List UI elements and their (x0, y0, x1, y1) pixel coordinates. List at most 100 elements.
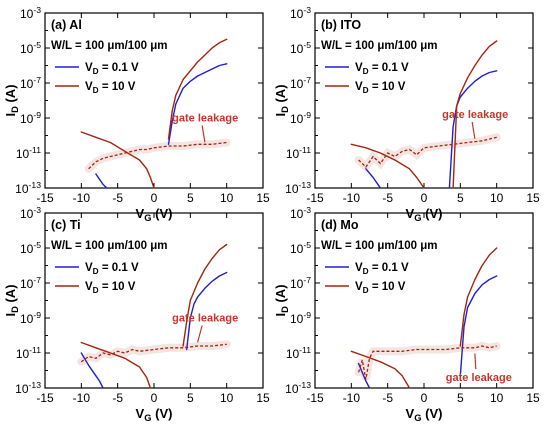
series-vd_high-2 (350, 350, 411, 389)
x-tick-label: -10 (343, 191, 361, 205)
y-tick-label: 10-7 (290, 275, 311, 291)
y-tick-label: 10-11 (286, 145, 311, 161)
series-vd_high-3 (452, 40, 498, 189)
panel-al: -15 -10 -5 0 5 10 15 10-13 10-11 10-9 10-7 10-5 10-3… (3, 5, 270, 223)
y-tick-label: 10-13 (285, 180, 311, 196)
series-gate-leakage (357, 345, 497, 380)
x-tick-label: 10 (220, 191, 234, 205)
annotation-arrow (474, 353, 477, 370)
series-vd_high-3 (459, 247, 498, 347)
x-tick-label: -5 (112, 191, 123, 205)
x-tick-label: 10 (490, 391, 504, 405)
y-tick-label: 10-3 (290, 5, 311, 21)
y-tick-label: 10-7 (20, 275, 41, 291)
y-tick-label: 10-11 (16, 145, 41, 161)
y-axis-label: ID (A) (273, 284, 290, 316)
annotation-arrow (471, 121, 476, 139)
x-tick-label: 5 (187, 191, 194, 205)
y-tick-label: 10-3 (20, 205, 41, 221)
y-tick-label: 10-9 (20, 110, 41, 126)
wl-label: W/L = 100 μm/100 μm (51, 240, 167, 252)
series-vd_low-1 (459, 275, 498, 377)
panel-title: (c) Ti (51, 218, 81, 232)
legend-label-vd_high: VD = 10 V (85, 281, 136, 295)
series-vd_high-2 (80, 131, 155, 189)
x-tick-label: 10 (220, 391, 234, 405)
legend-label-vd_low: VD = 0.1 V (355, 62, 409, 76)
series-gate-leakage (80, 343, 227, 363)
x-tick-label: 5 (457, 391, 464, 405)
series-vd_high-2 (80, 341, 152, 389)
y-tick-label: 10-9 (20, 310, 41, 326)
x-tick-label: 15 (526, 391, 540, 405)
annotation-gate-leakage: gate leakage (446, 372, 512, 384)
wl-label: W/L = 100 μm/100 μm (321, 40, 437, 52)
x-axis-label: VG (V) (136, 406, 173, 423)
x-tick-label: -15 (36, 191, 54, 205)
legend-label-vd_low: VD = 0.1 V (85, 62, 139, 76)
annotation-gate-leakage: gate leakage (172, 113, 238, 125)
y-tick-label: 10-5 (290, 240, 311, 256)
x-tick-label: 5 (457, 191, 464, 205)
y-tick-label: 10-5 (290, 40, 311, 56)
x-axis-label: VG (V) (406, 406, 443, 423)
series-vd_low-1 (167, 63, 228, 145)
x-tick-label: 15 (526, 191, 540, 205)
y-tick-label: 10-5 (20, 40, 41, 56)
x-tick-label: -15 (306, 191, 324, 205)
panel-ti: -15 -10 -5 0 5 10 15 10-13 10-11 10-9 10-7 10-5 10-3… (3, 205, 270, 423)
x-tick-label: 0 (421, 391, 428, 405)
y-tick-label: 10-7 (20, 75, 41, 91)
x-tick-label: -10 (343, 391, 361, 405)
x-tick-label: -5 (112, 391, 123, 405)
y-axis-label: ID (A) (273, 84, 290, 116)
x-tick-label: -10 (73, 391, 91, 405)
series-gate-leakage (88, 141, 227, 170)
y-tick-label: 10-13 (15, 180, 41, 196)
annotation-gate-leakage: gate leakage (442, 109, 508, 121)
legend-label-vd_high: VD = 10 V (355, 81, 406, 95)
annotation-gate-leakage: gate leakage (172, 313, 238, 325)
y-axis-label: ID (A) (3, 284, 20, 316)
series-vd_low-1 (448, 70, 498, 189)
series-vd_high-2 (350, 143, 425, 189)
wl-label: W/L = 100 μm/100 μm (321, 240, 437, 252)
x-tick-label: -15 (36, 391, 54, 405)
y-tick-label: 10-11 (16, 345, 41, 361)
x-tick-label: 15 (256, 191, 270, 205)
y-tick-label: 10-13 (285, 380, 311, 396)
y-tick-label: 10-7 (290, 75, 311, 91)
series-vd_high-3 (182, 243, 228, 347)
panel-ito: -15 -10 -5 0 5 10 15 10-13 10-11 10-9 10-7 10-5 10-3… (273, 5, 540, 223)
y-tick-label: 10-3 (20, 5, 41, 21)
wl-label: W/L = 100 μm/100 μm (51, 40, 167, 52)
leakage-halo (84, 138, 231, 173)
y-tick-label: 10-3 (290, 205, 311, 221)
y-tick-label: 10-5 (20, 240, 41, 256)
panel-title: (b) ITO (321, 18, 361, 32)
series-vd_high-3 (167, 38, 228, 140)
y-tick-label: 10-11 (286, 345, 311, 361)
x-tick-label: 5 (187, 391, 194, 405)
x-tick-label: -10 (73, 191, 91, 205)
x-tick-label: -5 (382, 391, 393, 405)
x-tick-label: 15 (256, 391, 270, 405)
y-tick-label: 10-9 (290, 110, 311, 126)
annotation-arrow (201, 125, 206, 143)
legend-label-vd_high: VD = 10 V (85, 81, 136, 95)
x-tick-label: 0 (421, 191, 428, 205)
x-tick-label: 0 (151, 391, 158, 405)
series-vd_low-1 (186, 271, 228, 351)
y-axis-label: ID (A) (3, 84, 20, 116)
series-vd_low-0 (357, 362, 371, 389)
x-tick-label: 10 (490, 191, 504, 205)
x-tick-label: 0 (151, 191, 158, 205)
series-gate-leakage (358, 136, 497, 168)
x-tick-label: -15 (306, 391, 324, 405)
series-vd_low-0 (365, 168, 382, 189)
legend-label-vd_low: VD = 0.1 V (85, 262, 139, 276)
legend-label-vd_low: VD = 0.1 V (355, 262, 409, 276)
legend-label-vd_high: VD = 10 V (355, 281, 406, 295)
y-tick-label: 10-9 (290, 310, 311, 326)
